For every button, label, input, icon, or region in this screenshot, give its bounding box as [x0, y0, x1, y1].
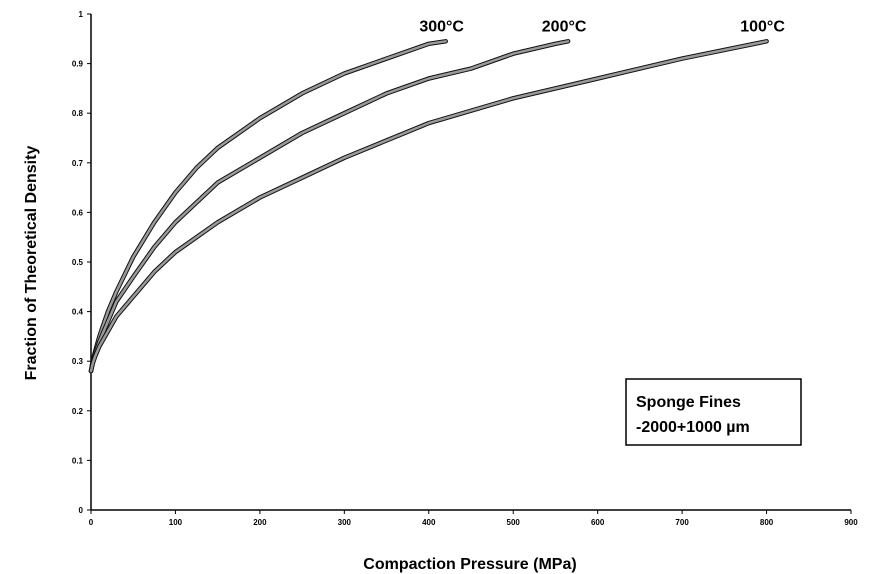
- y-axis-title: Fraction of Theoretical Density: [23, 146, 40, 381]
- y-tick-label-5: 0.5: [72, 258, 84, 267]
- y-tick-label-6: 0.6: [72, 208, 84, 217]
- annotation-line-2: -2000+1000 µm: [636, 419, 750, 436]
- x-tick-label-3: 300: [338, 518, 352, 527]
- x-tick-label-2: 200: [253, 518, 267, 527]
- x-tick-label-9: 900: [844, 518, 858, 527]
- annotation-line-1: Sponge Fines: [636, 394, 741, 411]
- y-tick-label-9: 0.9: [72, 60, 84, 69]
- x-axis-title: Compaction Pressure (MPa): [363, 556, 576, 573]
- x-tick-label-1: 100: [169, 518, 183, 527]
- x-tick-label-4: 400: [422, 518, 436, 527]
- x-tick-label-5: 500: [507, 518, 521, 527]
- y-tick-label-7: 0.7: [72, 159, 84, 168]
- x-tick-label-0: 0: [89, 518, 94, 527]
- x-tick-label-6: 600: [591, 518, 605, 527]
- y-tick-label-2: 0.2: [72, 407, 84, 416]
- series-1-outline: [88, 39, 571, 374]
- y-tick-label-3: 0.3: [72, 357, 84, 366]
- series-2-label: 100°C: [740, 18, 785, 35]
- y-tick-label-8: 0.8: [72, 109, 84, 118]
- y-tick-label-10: 1: [79, 10, 84, 19]
- x-tick-label-8: 800: [760, 518, 774, 527]
- series-2-line: [89, 40, 768, 373]
- y-tick-label-0: 0: [79, 506, 84, 515]
- y-tick-label-1: 0.1: [72, 456, 84, 465]
- series-1-label: 200°C: [542, 18, 587, 35]
- x-tick-label-7: 700: [675, 518, 689, 527]
- annotation-box: Sponge Fines -2000+1000 µm: [625, 378, 802, 446]
- y-tick-label-4: 0.4: [72, 308, 84, 317]
- series-1-line: [89, 40, 570, 373]
- series-0-label: 300°C: [419, 18, 464, 35]
